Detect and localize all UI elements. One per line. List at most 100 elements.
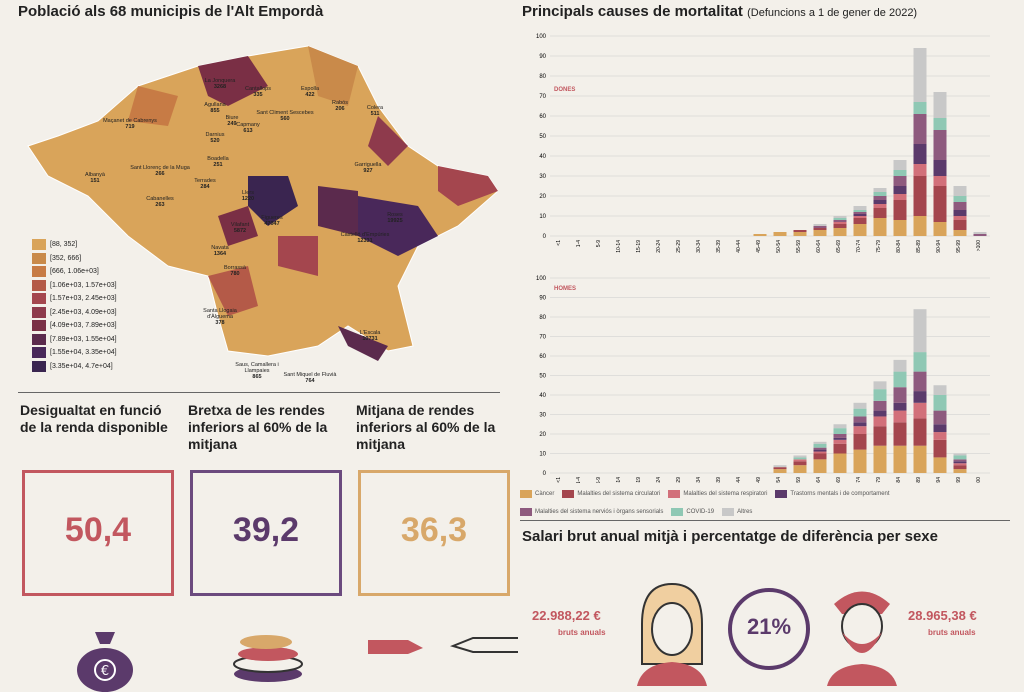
bar-segment [854, 216, 867, 218]
bar-segment [954, 210, 967, 216]
bar-segment [934, 176, 947, 186]
map-title: Població als 68 municipis de l'Alt Empor… [18, 3, 323, 20]
bar-segment [934, 160, 947, 176]
bar-segment [794, 459, 807, 461]
bar-segment [954, 196, 967, 202]
inequality-box-3: 36,3 [358, 470, 510, 596]
chart-legend: Càncer Malalties del sistema circulatori M… [520, 485, 1010, 499]
map-label-20: Roses 19925 [365, 212, 425, 224]
bar-segment [854, 214, 867, 216]
bar-segment [934, 395, 947, 411]
legend-label: Trastorns mentals i de comportament [790, 491, 889, 497]
y-tick-label: 30 [539, 174, 546, 180]
bar-segment [814, 226, 827, 228]
y-tick-label: 10 [539, 452, 546, 458]
x-tick-label: 85-89 [916, 240, 922, 253]
bar-segment [834, 434, 847, 438]
money-bag-icon: € [70, 622, 140, 692]
bar-segment [834, 220, 847, 222]
bar-segment [874, 218, 887, 236]
bar-segment [914, 391, 927, 403]
bar-segment [854, 403, 867, 409]
bar-segment [834, 438, 847, 440]
bar-segment [954, 186, 967, 196]
bar-segment [794, 461, 807, 465]
chart-title-row: Principals causes de mortalitat (Defunci… [522, 3, 917, 20]
bar-segment [934, 186, 947, 222]
map-label-16: Cabanelles 263 [130, 196, 190, 208]
bar-segment [934, 457, 947, 473]
bar-segment [894, 360, 907, 372]
bar-segment [834, 428, 847, 434]
bar-segment [934, 432, 947, 440]
x-tick-label: 20-24 [656, 477, 662, 483]
x-tick-label: 15-19 [636, 477, 642, 483]
chart-legend-item: Trastorns mentals i de comportament [775, 490, 889, 498]
legend-swatch [775, 490, 787, 498]
hands-icon [368, 620, 518, 670]
map-label-21: Castelló d'Empúries 12331 [335, 232, 395, 244]
map-label-19: Vilafant 5872 [210, 222, 270, 234]
legend-swatch [520, 490, 532, 498]
x-tick-label: 80-84 [896, 240, 902, 253]
legend-label: Altres [737, 509, 752, 515]
y-tick-label: 80 [539, 315, 546, 321]
bar-segment [814, 228, 827, 230]
x-tick-label: 90-94 [936, 477, 942, 483]
bar-segment [874, 446, 887, 473]
map-label-27: Sant Miquel de Fluvià 764 [280, 372, 340, 384]
bar-segment [914, 114, 927, 144]
inequality-value-2: 39,2 [193, 511, 339, 550]
y-tick-label: 70 [539, 335, 546, 341]
map-label-value: 520 [185, 138, 245, 144]
x-tick-label: >100 [976, 240, 982, 251]
bar-segment [854, 210, 867, 212]
bar-segment [914, 372, 927, 392]
bar-segment [854, 416, 867, 422]
divider [18, 392, 500, 393]
bar-segment [874, 196, 887, 200]
bar-segment [814, 454, 827, 460]
map-label-value: 19925 [365, 218, 425, 224]
map-label-23: Borrassà 780 [205, 265, 265, 277]
x-tick-label: 85-89 [916, 477, 922, 483]
bar-segment [894, 160, 907, 170]
map-label-9: Darnius 520 [185, 132, 245, 144]
woman-icon [632, 574, 712, 686]
bar-segment [934, 385, 947, 395]
bar-segment [934, 411, 947, 425]
legend-row: [666, 1.06e+03] [32, 265, 172, 279]
legend-row: [4.09e+03, 7.89e+03] [32, 319, 172, 333]
bar-segment [774, 467, 787, 469]
bar-segment [814, 230, 827, 236]
y-tick-label: 20 [539, 194, 546, 200]
x-tick-label: 60-64 [816, 240, 822, 253]
map-label-26: Saus, Camallera i Llampaies 865 [227, 362, 287, 380]
x-tick-label: 15-19 [636, 240, 642, 253]
x-tick-label: 55-59 [796, 240, 802, 253]
bar-segment [954, 230, 967, 236]
bar-segment [894, 200, 907, 220]
map-label-8: Colera 511 [345, 105, 405, 117]
map-label-value: 511 [345, 111, 405, 117]
x-tick-label: 10-14 [616, 240, 622, 253]
bar-segment [954, 461, 967, 463]
men-salary-sub: bruts anuals [928, 628, 976, 637]
map-label-0: Maçanet de Cabrenys 719 [100, 118, 160, 130]
bar-segment [854, 206, 867, 210]
y-tick-label: 90 [539, 296, 546, 302]
y-tick-label: 0 [543, 471, 547, 477]
map-label-value: 422 [280, 92, 340, 98]
bar-segment [894, 186, 907, 194]
bar-segment [774, 465, 787, 467]
bar-segment [834, 222, 847, 224]
bar-segment [954, 463, 967, 465]
bar-segment [934, 130, 947, 160]
panel-label: DONES [554, 87, 575, 93]
bar-segment [934, 92, 947, 118]
chart-legend-item: Altres [722, 508, 752, 516]
bar-segment [874, 411, 887, 417]
bar-segment [854, 434, 867, 450]
bar-segment [914, 144, 927, 164]
